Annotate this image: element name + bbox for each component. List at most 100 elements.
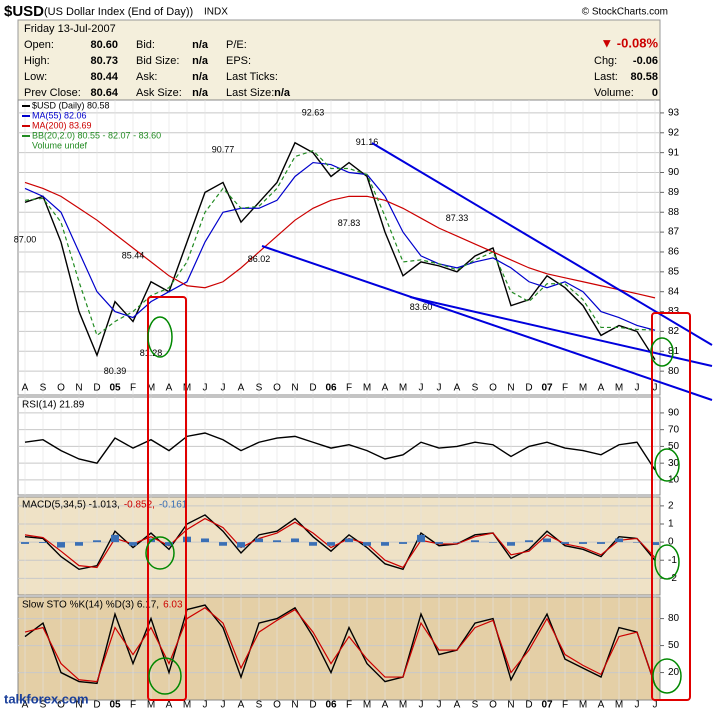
histogram-bar [237, 542, 245, 548]
histogram-bar [39, 542, 47, 544]
x-tick-label: 05 [109, 383, 121, 394]
x-tick-label: J [203, 383, 208, 394]
quote-label: Ask Size: [136, 87, 182, 99]
trendline [371, 142, 713, 346]
histogram-bar [201, 538, 209, 543]
quote-value: n/a [192, 55, 209, 67]
y-tick-label: 50 [668, 441, 680, 452]
x-tick-label: M [363, 700, 371, 711]
x-tick-label: F [346, 383, 352, 394]
source: © StockCharts.com [582, 7, 668, 18]
price-annotation: 90.77 [212, 145, 235, 155]
histogram-bar [57, 542, 65, 548]
x-tick-label: O [57, 383, 65, 394]
x-tick-label: M [147, 383, 155, 394]
x-tick-label: S [256, 700, 263, 711]
quote-label: EPS: [226, 55, 251, 67]
y-tick-label: 2 [668, 501, 674, 512]
quote-value: n/a [192, 71, 209, 83]
x-tick-label: 06 [325, 383, 337, 394]
x-tick-label: S [472, 383, 479, 394]
summary-label: Volume: [594, 87, 634, 99]
legend-label: 6.03 [163, 600, 183, 611]
x-tick-label: O [489, 700, 497, 711]
histogram-bar [507, 542, 515, 546]
histogram-bar [615, 538, 623, 543]
histogram-bar [291, 538, 299, 543]
series-line [24, 432, 656, 471]
panel [17, 99, 661, 396]
quote-label: Low: [24, 71, 47, 83]
change-percent: ▼ -0.08% [600, 35, 658, 50]
quote-value: n/a [274, 87, 291, 99]
watermark: talkforex.com [4, 691, 89, 706]
quote-value: n/a [192, 87, 209, 99]
legend-label: MACD(5,34,5) -1.013, [22, 500, 120, 511]
x-tick-label: J [203, 700, 208, 711]
histogram-bar [543, 538, 551, 543]
x-tick-label: O [273, 383, 281, 394]
histogram-bar [489, 542, 497, 543]
quote-label: P/E: [226, 39, 247, 51]
trendlines [261, 142, 713, 401]
x-tick-label: M [615, 383, 623, 394]
series-line [24, 607, 656, 686]
series-line [24, 149, 656, 337]
histogram-bar [471, 540, 479, 543]
y-tick-label: 90 [668, 167, 680, 178]
histogram-bar [309, 542, 317, 546]
histogram-bar [453, 542, 461, 543]
price-annotation: 87.33 [446, 213, 469, 223]
histogram-bar [165, 542, 173, 546]
x-tick-label: M [615, 700, 623, 711]
x-tick-label: 06 [325, 700, 337, 711]
x-tick-label: N [75, 700, 82, 711]
y-tick-label: 20 [668, 667, 680, 678]
histogram-bar [129, 542, 137, 546]
legend-label: MA(55) 82.06 [32, 110, 87, 120]
x-tick-label: A [166, 700, 173, 711]
histogram-bar [435, 542, 443, 544]
quote-date: Friday 13-Jul-2007 [24, 23, 116, 35]
x-tick-label: N [291, 700, 298, 711]
x-tick-label: J [221, 383, 226, 394]
histogram-bar [597, 542, 605, 544]
y-tick-label: 86 [668, 247, 680, 258]
panel [17, 496, 661, 596]
x-tick-label: M [183, 700, 191, 711]
quote-label: High: [24, 55, 50, 67]
histogram-bar [327, 542, 335, 546]
price-annotation: 87.83 [338, 218, 361, 228]
x-tick-label: M [579, 700, 587, 711]
price-annotation: 81.28 [140, 348, 163, 358]
quote-label: Prev Close: [24, 87, 81, 99]
summary-value: -0.06 [633, 55, 658, 67]
x-tick-label: F [346, 700, 352, 711]
exchange: INDX [204, 7, 228, 18]
x-tick-label: S [40, 700, 47, 711]
quote-label: Bid Size: [136, 55, 179, 67]
x-tick-label: A [598, 383, 605, 394]
highlight-circle [147, 316, 173, 358]
x-tick-label: S [40, 383, 47, 394]
summary-label: Last: [594, 71, 618, 83]
x-tick-label: O [273, 700, 281, 711]
quote-value: 80.44 [90, 71, 118, 83]
histogram-bar [525, 540, 533, 543]
legend-label: Slow STO %K(14) %D(3) 6.17, [22, 600, 159, 611]
histogram-bar [579, 542, 587, 544]
highlight-box [651, 312, 691, 701]
quote-value: 80.64 [90, 87, 118, 99]
price-annotation: 86.02 [248, 254, 271, 264]
y-tick-label: 1 [668, 519, 674, 530]
summary-value: 0 [652, 87, 658, 99]
x-tick-label: N [291, 383, 298, 394]
x-tick-label: J [419, 383, 424, 394]
summary-label: Chg: [594, 55, 617, 67]
histogram-bar [399, 542, 407, 544]
x-tick-label: N [75, 383, 82, 394]
x-tick-label: O [57, 700, 65, 711]
y-tick-label: 88 [668, 207, 680, 218]
highlight-circle [654, 544, 680, 580]
price-annotation: 83.60 [410, 302, 433, 312]
